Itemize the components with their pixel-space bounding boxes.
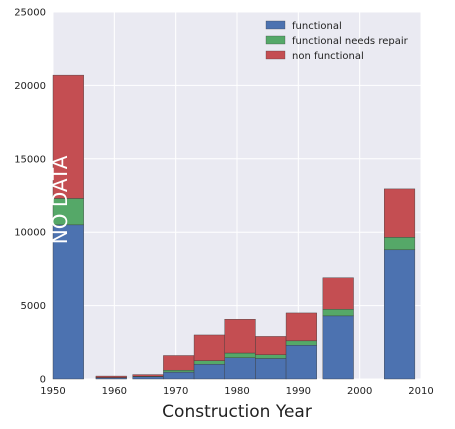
bar-non-functional [285, 312, 317, 342]
bar-non-functional [193, 334, 225, 361]
bar-functional-needs-repair [163, 369, 195, 373]
legend-label: functional needs repair [292, 36, 409, 47]
bar-functional [132, 376, 164, 380]
x-tick-labels: 1950 1960 1970 1980 1990 2000 2010 [40, 386, 433, 397]
legend-swatch [265, 20, 286, 30]
bar-functional-needs-repair [224, 352, 256, 358]
x-tick-label: 2000 [347, 386, 372, 397]
bar-functional-needs-repair [255, 354, 287, 359]
bar-functional-needs-repair [322, 309, 354, 317]
y-tick-label: 5000 [21, 301, 46, 312]
bars [52, 74, 416, 380]
no-data-annotation: NO DATA [48, 155, 72, 244]
y-tick-labels: 0 5000 10000 15000 20000 25000 [14, 8, 46, 386]
x-tick-label: 2010 [408, 386, 433, 397]
y-tick-label: 25000 [14, 8, 46, 19]
y-tick-label: 15000 [14, 154, 46, 165]
legend-label: functional [292, 21, 342, 32]
bar-non-functional [95, 375, 127, 378]
legend-swatch [265, 35, 286, 45]
bar-functional [224, 357, 256, 380]
x-axis-label: Construction Year [162, 402, 312, 422]
legend-swatch [265, 50, 286, 60]
x-tick-label: 1980 [224, 386, 249, 397]
y-tick-label: 10000 [14, 228, 46, 239]
legend: functional functional needs repair non fun… [265, 20, 409, 62]
bar-functional [193, 364, 225, 380]
x-tick-label: 1960 [102, 386, 127, 397]
x-tick-label: 1970 [163, 386, 188, 397]
bar-functional [255, 358, 287, 380]
bar-non-functional [322, 277, 354, 310]
bar-functional-needs-repair [52, 198, 84, 226]
bar-non-functional [132, 374, 164, 377]
bar-functional [285, 345, 317, 380]
y-tick-label: 20000 [14, 81, 46, 92]
bar-functional-needs-repair [384, 237, 416, 251]
bar-non-functional [52, 74, 84, 199]
bar-functional [384, 249, 416, 380]
bar-functional-needs-repair [193, 360, 225, 365]
y-tick-label: 0 [40, 375, 46, 386]
bar-functional [163, 371, 195, 380]
x-tick-label: 1990 [286, 386, 311, 397]
bar-functional [52, 224, 84, 380]
legend-label: non functional [292, 51, 364, 62]
bar-functional [322, 315, 354, 380]
bar-non-functional [384, 188, 416, 238]
bar-non-functional [224, 319, 256, 354]
bar-functional-needs-repair [285, 340, 317, 346]
bar-non-functional [163, 355, 195, 371]
x-tick-label: 1950 [40, 386, 65, 397]
bar-non-functional [255, 336, 287, 355]
